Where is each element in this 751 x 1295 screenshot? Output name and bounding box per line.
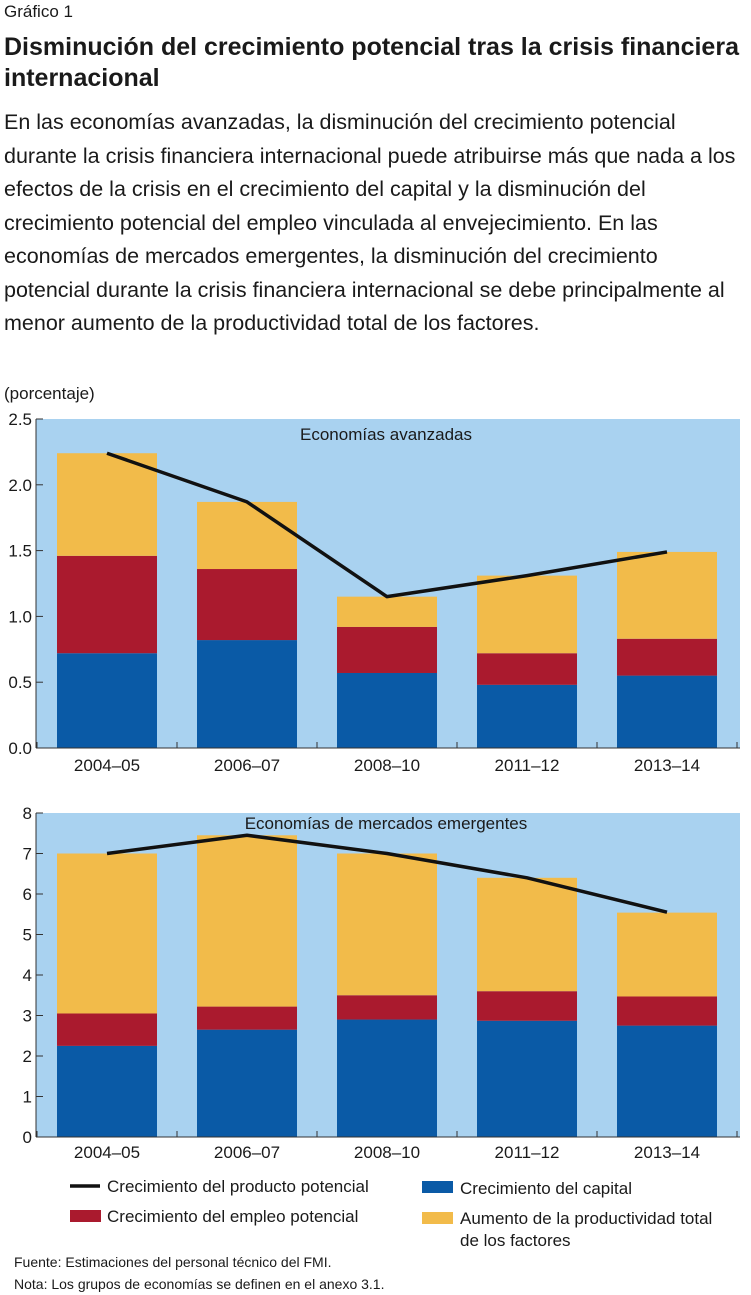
- x-tick-label: 2004–05: [74, 756, 140, 775]
- legend: Crecimiento del producto potencial Creci…: [70, 1177, 712, 1250]
- bar-employment: [477, 653, 577, 685]
- x-tick-label: 2008–10: [354, 1143, 420, 1162]
- bar-tfp: [337, 596, 437, 627]
- source-note: Fuente: Estimaciones del personal técnic…: [14, 1254, 332, 1270]
- bar-employment: [617, 996, 717, 1026]
- y-tick-label: 2.5: [8, 410, 32, 429]
- bar-tfp: [477, 877, 577, 992]
- bar-tfp: [57, 453, 157, 556]
- bar-capital: [617, 1025, 717, 1137]
- x-tick-label: 2006–07: [214, 1143, 280, 1162]
- y-tick-label: 0: [23, 1128, 32, 1147]
- bar-tfp: [477, 575, 577, 654]
- legend-label-capital: Crecimiento del capital: [460, 1179, 632, 1198]
- bar-employment: [337, 626, 437, 673]
- bar-employment: [57, 1013, 157, 1046]
- y-tick-label: 0.5: [8, 673, 32, 692]
- x-tick-label: 2004–05: [74, 1143, 140, 1162]
- y-tick-label: 2: [23, 1047, 32, 1066]
- y-tick-label: 7: [23, 845, 32, 864]
- y-tick-label: 6: [23, 885, 32, 904]
- bar-capital: [337, 1019, 437, 1137]
- bar-employment: [477, 991, 577, 1021]
- y-tick-label: 2.0: [8, 476, 32, 495]
- panel-title: Economías avanzadas: [300, 425, 472, 444]
- legend-swatch-tfp: [422, 1212, 453, 1224]
- bar-capital: [197, 640, 297, 748]
- bar-employment: [57, 555, 157, 654]
- bar-tfp: [337, 853, 437, 996]
- panel-title: Economías de mercados emergentes: [245, 814, 528, 833]
- legend-label-employment: Crecimiento del empleo potencial: [107, 1207, 358, 1226]
- bar-tfp: [617, 551, 717, 639]
- chart-subtitle: En las economías avanzadas, la disminuci…: [4, 110, 736, 335]
- bar-capital: [617, 675, 717, 748]
- bar-employment: [197, 569, 297, 641]
- y-tick-label: 1.0: [8, 607, 32, 626]
- legend-label-tfp-line1: Aumento de la productividad total: [460, 1209, 712, 1228]
- y-tick-label: 0.0: [8, 739, 32, 758]
- panel-advanced-economies: 0.0 0.5 1.0 1.5 2.0 2.5 2004–05 2006–07 2008–10 2…: [8, 410, 740, 775]
- chart-title: Disminución del crecimiento potencial tr…: [4, 33, 739, 92]
- legend-label-potential-output: Crecimiento del producto potencial: [107, 1177, 369, 1196]
- y-tick-label: 1.5: [8, 542, 32, 561]
- legend-label-tfp-line2: de los factores: [460, 1231, 571, 1250]
- bar-capital: [477, 1020, 577, 1137]
- y-tick-label: 8: [23, 804, 32, 823]
- bar-tfp: [197, 501, 297, 570]
- y-tick-label: 3: [23, 1007, 32, 1026]
- legend-swatch-capital: [422, 1181, 453, 1193]
- bar-capital: [57, 653, 157, 748]
- legend-swatch-employment: [70, 1210, 101, 1222]
- x-tick-label: 2011–12: [495, 756, 560, 775]
- footnote: Nota: Los grupos de economías se definen…: [14, 1276, 385, 1292]
- bar-employment: [617, 638, 717, 676]
- bar-capital: [57, 1045, 157, 1137]
- potential-output-line: [106, 451, 668, 599]
- bar-capital: [197, 1029, 297, 1137]
- bar-capital: [477, 684, 577, 748]
- x-tick-label: 2006–07: [214, 756, 280, 775]
- bar-tfp: [57, 853, 157, 1014]
- y-tick-label: 1: [23, 1088, 32, 1107]
- bar-capital: [337, 672, 437, 748]
- unit-label: (porcentaje): [4, 384, 95, 403]
- figure-label: Gráfico 1: [4, 2, 73, 21]
- bar-tfp: [617, 912, 717, 997]
- bar-employment: [197, 1006, 297, 1030]
- x-tick-label: 2013–14: [634, 1143, 700, 1162]
- panel-emerging-economies: 0 1 2 3 4 5 6 7 8 2004–05 2006–07 2008–10 2011–12 201…: [23, 804, 740, 1162]
- y-tick-label: 5: [23, 926, 32, 945]
- x-tick-label: 2008–10: [354, 756, 420, 775]
- bar-employment: [337, 995, 437, 1020]
- potential-output-line: [106, 833, 668, 914]
- x-tick-label: 2013–14: [634, 756, 700, 775]
- y-tick-label: 4: [23, 966, 32, 985]
- x-tick-label: 2011–12: [495, 1143, 560, 1162]
- bar-tfp: [197, 835, 297, 1007]
